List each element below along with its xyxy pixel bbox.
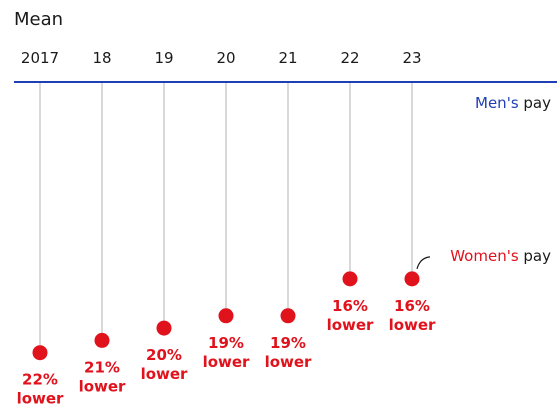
x-tick-label: 2017 <box>21 49 59 67</box>
x-tick-label: 23 <box>402 49 421 67</box>
data-point <box>218 308 234 324</box>
x-axis-ticks: 2017 18 19 20 21 22 23 <box>21 49 422 67</box>
x-tick-label: 20 <box>216 49 235 67</box>
mens-pay-legend-rest: pay <box>519 94 551 112</box>
data-label: 16% <box>394 297 430 315</box>
x-tick-label: 22 <box>340 49 359 67</box>
data-label: lower <box>79 377 126 395</box>
data-point <box>156 320 172 336</box>
data-point <box>32 345 48 361</box>
data-label: 19% <box>208 334 244 352</box>
data-label: 22% <box>22 371 58 389</box>
data-label: lower <box>327 316 374 334</box>
data-label: 19% <box>270 334 306 352</box>
data-point <box>404 271 420 287</box>
data-label: lower <box>17 390 64 408</box>
data-label: lower <box>265 353 312 371</box>
data-point <box>342 271 358 287</box>
data-label: 16% <box>332 297 368 315</box>
data-label: 20% <box>146 346 182 364</box>
womens-pay-legend-rest: pay <box>519 247 551 265</box>
data-point <box>280 308 296 324</box>
mens-pay-legend-highlight: Men's <box>475 94 519 112</box>
womens-pay-legend: Women's pay <box>450 247 551 265</box>
stems <box>39 83 413 353</box>
mens-pay-legend: Men's pay <box>475 94 551 112</box>
data-labels: 22%lower21%lower20%lower19%lower19%lower… <box>17 297 436 408</box>
data-label: lower <box>203 353 250 371</box>
chart-title: Mean <box>14 9 63 30</box>
data-label: 21% <box>84 358 120 376</box>
data-label: lower <box>389 316 436 334</box>
x-tick-label: 18 <box>92 49 111 67</box>
womens-pay-points <box>32 271 420 361</box>
womens-pay-leader-line <box>416 256 431 270</box>
x-tick-label: 21 <box>278 49 297 67</box>
x-tick-label: 19 <box>154 49 173 67</box>
data-point <box>94 332 110 348</box>
womens-pay-legend-highlight: Women's <box>450 247 519 265</box>
data-label: lower <box>141 365 188 383</box>
